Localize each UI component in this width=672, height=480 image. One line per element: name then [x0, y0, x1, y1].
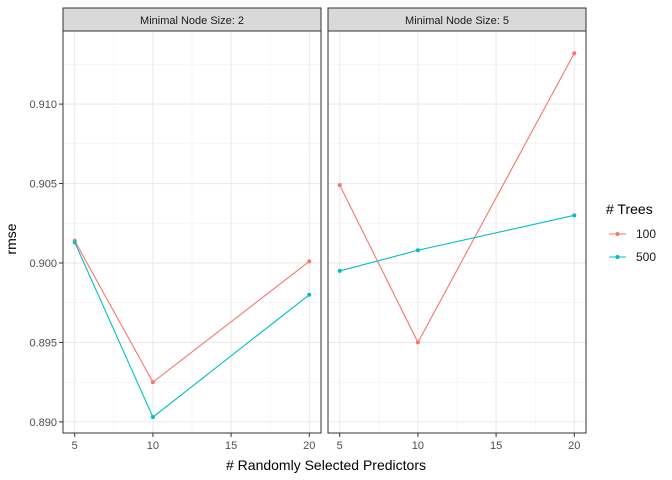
data-point-100	[337, 183, 342, 188]
data-point-500	[415, 248, 420, 253]
legend-key-point-500	[615, 255, 620, 259]
y-tick-label: 0.900	[29, 258, 57, 270]
legend-key-point-100	[615, 232, 620, 236]
data-point-100	[307, 259, 312, 264]
facet-strip-label: Minimal Node Size: 2	[140, 15, 244, 27]
y-tick-label: 0.910	[29, 99, 57, 111]
facet-panel-1: Minimal Node Size: 2 5 10 15 20	[62, 7, 322, 452]
data-point-500	[72, 240, 77, 245]
x-tick-label: 20	[303, 440, 315, 452]
y-axis: 0.890 0.895 0.900 0.905 0.910	[29, 99, 63, 429]
legend: # Trees 100 500	[606, 201, 656, 264]
facet-panel-2: Minimal Node Size: 5 5 10 15 20	[327, 7, 587, 452]
data-point-500	[337, 268, 342, 273]
data-point-500	[572, 213, 577, 218]
x-tick-label: 5	[72, 440, 78, 452]
y-tick-label: 0.895	[29, 337, 57, 349]
data-point-100	[572, 51, 577, 56]
y-tick-label: 0.890	[29, 417, 57, 429]
x-tick-label: 10	[412, 440, 424, 452]
x-tick-label: 15	[490, 440, 502, 452]
legend-label-500: 500	[636, 250, 656, 264]
y-tick-label: 0.905	[29, 179, 57, 191]
x-tick-label: 20	[568, 440, 580, 452]
data-point-100	[150, 380, 155, 385]
panel-border	[62, 30, 322, 434]
data-point-500	[307, 292, 312, 297]
panel-border	[327, 30, 587, 434]
x-axis-title: # Randomly Selected Predictors	[226, 457, 426, 473]
data-point-500	[150, 415, 155, 420]
x-tick-label: 5	[337, 440, 343, 452]
legend-label-100: 100	[636, 227, 656, 241]
y-axis-title: rmse	[3, 223, 19, 254]
data-point-100	[415, 340, 420, 345]
x-tick-label: 10	[147, 440, 159, 452]
x-tick-label: 15	[225, 440, 237, 452]
legend-title: # Trees	[606, 201, 653, 217]
facet-strip-label: Minimal Node Size: 5	[405, 15, 509, 27]
